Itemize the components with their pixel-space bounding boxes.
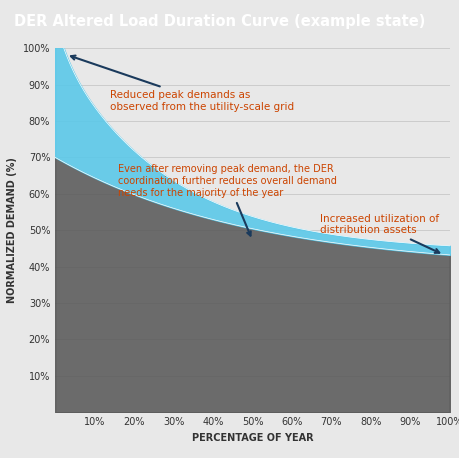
- Text: Increased utilization of
distribution assets: Increased utilization of distribution as…: [319, 214, 439, 253]
- X-axis label: PERCENTAGE OF YEAR: PERCENTAGE OF YEAR: [192, 433, 313, 442]
- Text: Even after removing peak demand, the DER
coordination further reduces overall de: Even after removing peak demand, the DER…: [118, 164, 337, 235]
- Text: Reduced peak demands as
observed from the utility-scale grid: Reduced peak demands as observed from th…: [71, 55, 295, 112]
- Y-axis label: NORMALIZED DEMAND (%): NORMALIZED DEMAND (%): [7, 157, 17, 303]
- Text: DER Altered Load Duration Curve (example state): DER Altered Load Duration Curve (example…: [14, 14, 425, 29]
